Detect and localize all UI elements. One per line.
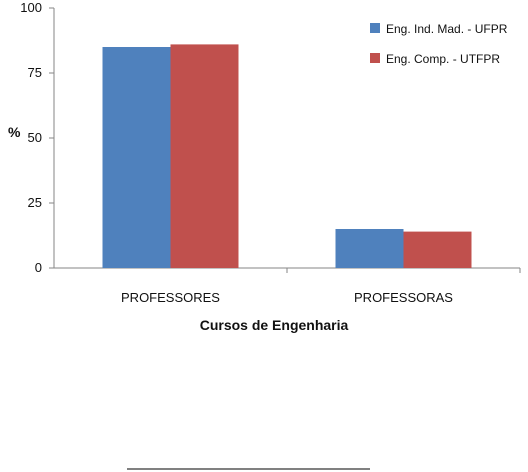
bar-professoras-series-1 bbox=[403, 231, 472, 268]
y-tick-label: 50 bbox=[28, 130, 42, 145]
legend-label-eng-comp-utfpr: Eng. Comp. - UTFPR bbox=[386, 52, 500, 66]
legend-swatch-eng-ind-mad-ufpr bbox=[370, 23, 380, 33]
bars bbox=[102, 44, 472, 269]
x-tick-label: PROFESSORES bbox=[121, 290, 220, 305]
bar-professores-series-1 bbox=[170, 44, 239, 269]
x-axis-ticks: PROFESSORES PROFESSORAS bbox=[121, 268, 521, 305]
x-tick-label: PROFESSORAS bbox=[354, 290, 453, 305]
bar-professoras-series-0 bbox=[335, 229, 404, 268]
y-axis-title: % bbox=[8, 124, 21, 140]
y-axis-ticks: 0 25 50 75 100 bbox=[20, 0, 54, 275]
bar-professores-series-0 bbox=[102, 47, 171, 268]
y-tick-label: 75 bbox=[28, 65, 42, 80]
legend-label-eng-ind-mad-ufpr: Eng. Ind. Mad. - UFPR bbox=[386, 22, 508, 36]
y-tick-label: 0 bbox=[35, 260, 42, 275]
x-axis-title: Cursos de Engenharia bbox=[200, 317, 349, 333]
y-tick-label: 100 bbox=[20, 0, 42, 15]
legend-swatch-eng-comp-utfpr bbox=[370, 53, 380, 63]
legend: Eng. Ind. Mad. - UFPR Eng. Comp. - UTFPR bbox=[370, 22, 508, 66]
y-tick-label: 25 bbox=[28, 195, 42, 210]
